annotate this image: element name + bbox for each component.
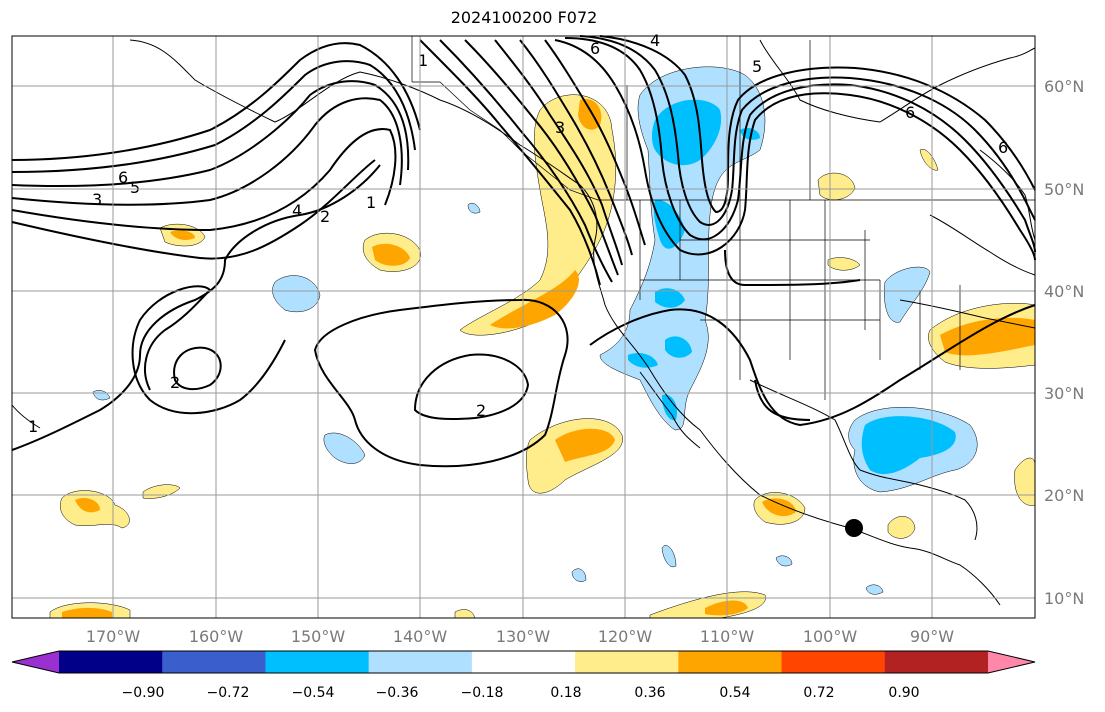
colorbar-tick-label: 0.18 (550, 685, 581, 701)
contour-label-group: 3 6 5 4 2 1 1 6 4 5 6 6 3 2 2 1 (28, 31, 1008, 436)
lat-label: 60°N (1044, 77, 1084, 96)
lat-label: 30°N (1044, 384, 1084, 403)
contour-label: 4 (292, 201, 302, 220)
latitude-labels: 60°N 50°N 40°N 30°N 20°N 10°N (1044, 77, 1084, 608)
colorbar-segment (884, 651, 989, 673)
lon-label: 160°W (189, 627, 244, 646)
contour-label: 6 (590, 39, 600, 58)
lon-label: 110°W (700, 627, 755, 646)
anomaly-fills (49, 66, 1036, 619)
contour-label: 2 (476, 401, 486, 420)
location-marker (845, 519, 863, 537)
colorbar-tick-label: −0.90 (122, 685, 165, 701)
lon-label: 140°W (393, 627, 448, 646)
contour-label: 2 (320, 207, 330, 226)
longitude-labels: 170°W 160°W 150°W 140°W 130°W 120°W 110°… (86, 627, 954, 646)
lat-label: 10°N (1044, 589, 1084, 608)
contour-label: 3 (92, 190, 102, 209)
lat-label: 20°N (1044, 486, 1084, 505)
colorbar-tick-label: −0.18 (461, 685, 504, 701)
colorbar-segment (678, 651, 783, 673)
lon-label: 170°W (86, 627, 141, 646)
contour-label: 6 (118, 168, 128, 187)
colorbar-tick-label: 0.36 (634, 685, 665, 701)
lon-label: 130°W (496, 627, 551, 646)
contour-lines (11, 35, 1036, 468)
lat-label: 40°N (1044, 282, 1084, 301)
contour-label: 4 (650, 31, 660, 50)
colorbar-tick-label: −0.72 (207, 685, 250, 701)
colorbar-tick-label: 0.72 (803, 685, 834, 701)
lon-label: 150°W (291, 627, 346, 646)
map-frame (11, 35, 1036, 619)
lon-label: 100°W (803, 627, 858, 646)
colorbar-segment (781, 651, 886, 673)
colorbar-extend-min (12, 651, 59, 673)
colorbar-tick-labels: −0.90 −0.72 −0.54 −0.36 −0.18 0.18 0.36 … (122, 685, 920, 701)
colorbar-tick-label: −0.36 (376, 685, 419, 701)
contour-label: 1 (418, 51, 428, 70)
colorbar-outline (11, 650, 1036, 674)
contour-label: 2 (170, 373, 180, 392)
colorbar-segment (59, 651, 163, 673)
contour-label: 5 (752, 57, 762, 76)
colorbar-tick-label: 0.54 (719, 685, 750, 701)
colorbar-tick-label: −0.54 (292, 685, 335, 701)
colorbar-extend-max (988, 651, 1035, 673)
colorbar-segment (575, 651, 679, 673)
contour-label: 6 (905, 103, 915, 122)
contour-label: 6 (998, 138, 1008, 157)
map-title: 2024100200 F072 (450, 8, 598, 27)
colorbar-tick-label: 0.90 (888, 685, 919, 701)
graticule (12, 36, 1035, 618)
colorbar (11, 650, 1036, 674)
lon-label: 120°W (598, 627, 653, 646)
colorbar-segment (368, 651, 473, 673)
colorbar-segment (162, 651, 266, 673)
lon-label: 90°W (910, 627, 954, 646)
contour-label: 1 (28, 417, 38, 436)
colorbar-segment (471, 651, 576, 673)
contour-label: 1 (366, 193, 376, 212)
contour-label: 5 (130, 178, 140, 197)
contour-label: 3 (555, 118, 565, 137)
lat-label: 50°N (1044, 180, 1084, 199)
colorbar-segment (265, 651, 370, 673)
